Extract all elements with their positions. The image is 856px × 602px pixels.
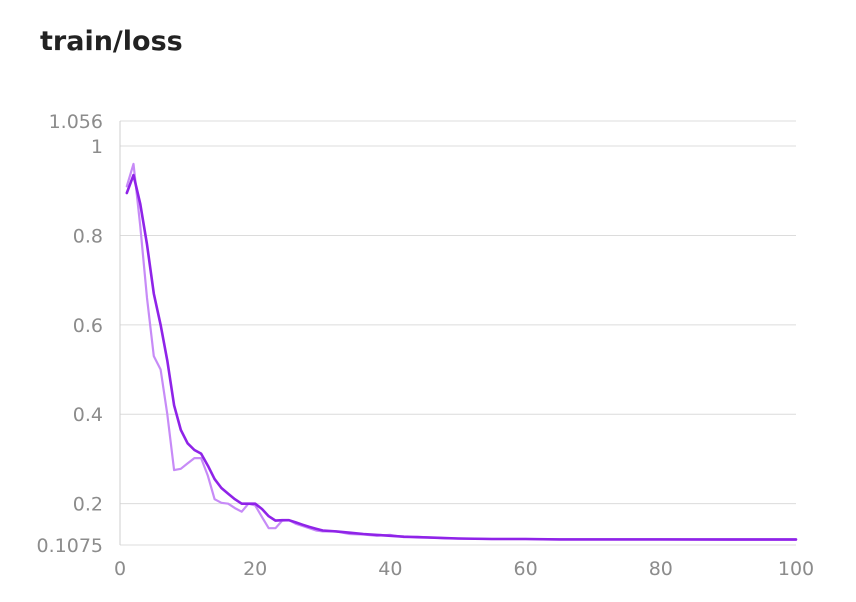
y-tick-label: 1.056	[49, 111, 103, 133]
y-axis: 0.1075 0.2 0.4 0.6 0.8 1 1.056	[37, 111, 121, 557]
y-tick-label: 0.2	[73, 494, 103, 516]
x-tick-label: 80	[649, 558, 673, 580]
y-tick-label: 0.1075	[37, 535, 103, 557]
x-tick-label: 40	[378, 558, 402, 580]
x-axis: 0 20 40 60 80 100	[114, 558, 814, 580]
x-tick-label: 100	[778, 558, 814, 580]
x-tick-label: 0	[114, 558, 126, 580]
y-tick-label: 0.4	[73, 404, 103, 426]
y-tick-label: 1	[91, 136, 103, 158]
x-tick-label: 60	[514, 558, 538, 580]
series-line-smoothed	[125, 173, 798, 541]
x-tick-label: 20	[243, 558, 267, 580]
y-tick-label: 0.6	[73, 315, 103, 337]
series-lines	[125, 162, 798, 542]
grid-lines	[120, 120, 796, 546]
y-tick-label: 0.8	[73, 225, 103, 247]
chart-title: train/loss	[40, 26, 183, 57]
series-line-raw	[125, 162, 798, 542]
